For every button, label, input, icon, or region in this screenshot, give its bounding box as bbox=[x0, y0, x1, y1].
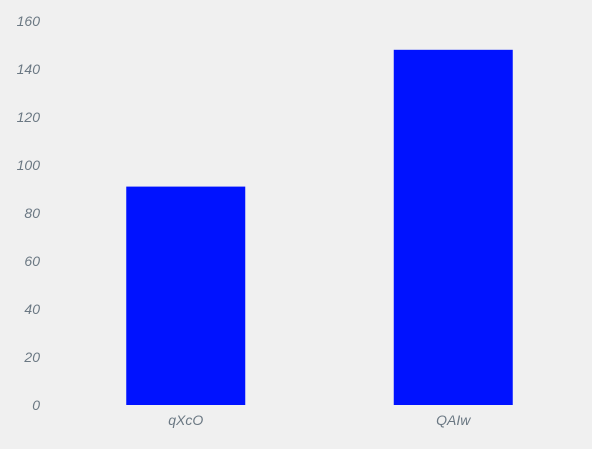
y-tick-label: 100 bbox=[17, 157, 41, 173]
y-tick-label: 140 bbox=[17, 61, 41, 77]
y-tick-label: 120 bbox=[17, 109, 41, 125]
y-tick-label: 160 bbox=[17, 13, 41, 29]
y-tick-label: 0 bbox=[32, 397, 40, 413]
bars bbox=[126, 49, 513, 406]
y-tick-label: 40 bbox=[24, 301, 40, 317]
x-tick-label: qXcO bbox=[168, 412, 203, 428]
y-tick-label: 60 bbox=[24, 253, 40, 269]
y-axis-ticks: 0 20 40 60 80 100 120 140 160 bbox=[17, 13, 41, 413]
bar-QAIw bbox=[393, 49, 513, 406]
x-tick-label: QAIw bbox=[436, 412, 471, 428]
y-tick-label: 20 bbox=[23, 349, 40, 365]
bar-qXcO bbox=[126, 186, 246, 405]
y-tick-label: 80 bbox=[24, 205, 40, 221]
x-axis-ticks: qXcO QAIw bbox=[168, 412, 471, 428]
